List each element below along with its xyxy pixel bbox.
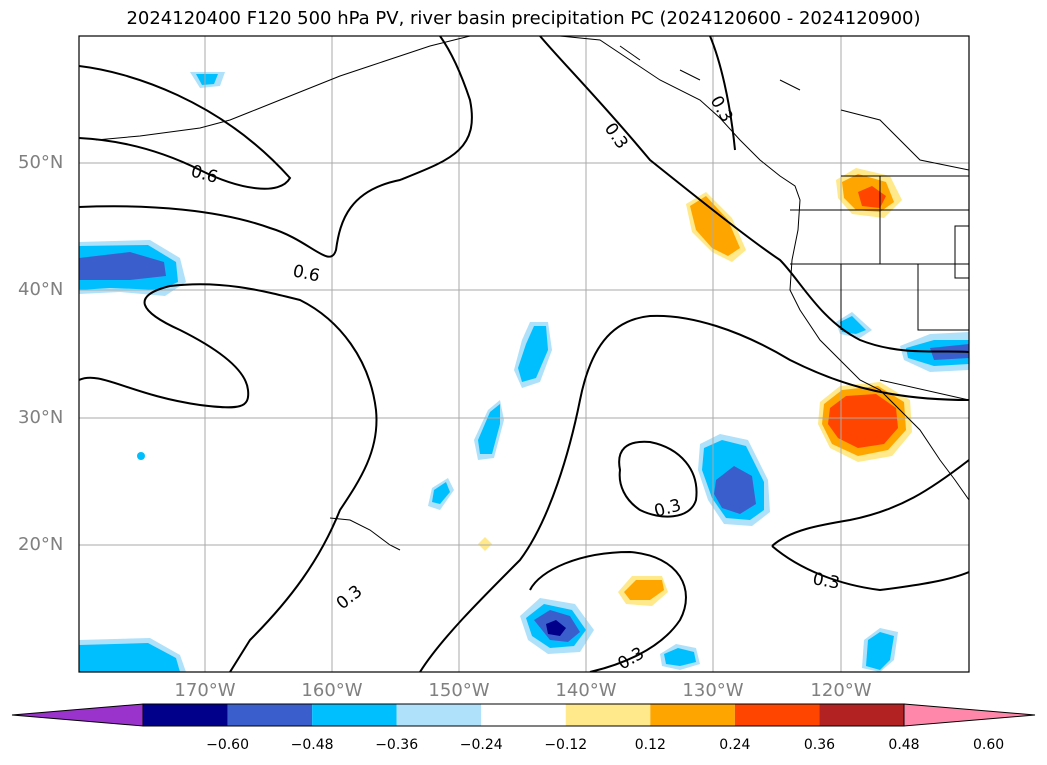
colorbar-cell: [734, 704, 820, 726]
pv-contours: [79, 36, 969, 672]
contour-label: 0.3: [333, 582, 367, 614]
colorbar-tick-label: 0.60: [972, 737, 1005, 753]
lon-label-140w: 140°W: [555, 680, 617, 701]
lat-label-40n: 40°N: [18, 279, 64, 300]
contour-label: 0.6: [189, 162, 220, 188]
colorbar-cell: [481, 704, 566, 726]
colorbar: [11, 703, 1036, 727]
colorbar-tick-label: −0.48: [290, 737, 334, 753]
colorbar-cell: [227, 704, 313, 726]
map-content: 0.6 0.6 0.3 0.3 0.3 0.3 0.3 0.3: [79, 36, 969, 674]
colorbar-cell: [819, 704, 904, 726]
coastlines: [95, 36, 969, 551]
contour-label: 0.6: [291, 261, 322, 286]
contour-label: 0.3: [811, 569, 841, 593]
contour-labels: 0.6 0.6 0.3 0.3 0.3 0.3 0.3 0.3: [189, 93, 842, 674]
colorbar-tick-label: 0.12: [634, 737, 666, 753]
precip-fields: [79, 72, 969, 672]
map-frame: [78, 35, 970, 673]
colorbar-tick-label: −0.24: [459, 737, 503, 753]
contour-label: 0.3: [615, 643, 648, 674]
colorbar-cells: [11, 703, 1036, 727]
colorbar-tick-label: 0.48: [888, 737, 920, 753]
colorbar-cell: [312, 704, 397, 726]
colorbar-frame: [142, 703, 905, 727]
colorbar-cell: [396, 704, 482, 726]
colorbar-extend-low: [11, 703, 144, 727]
lon-label-150w: 150°W: [428, 680, 490, 701]
lat-label-50n: 50°N: [18, 152, 64, 173]
colorbar-tick-label: −0.36: [375, 737, 419, 753]
colorbar-cell: [143, 704, 228, 726]
colorbar-tick-label: −0.12: [544, 737, 588, 753]
contour-label: 0.3: [600, 119, 632, 153]
lon-label-130w: 130°W: [682, 680, 744, 701]
colorbar-cell: [650, 704, 735, 726]
map-plot: 0.6 0.6 0.3 0.3 0.3 0.3 0.3 0.3: [78, 35, 970, 674]
lon-label-170w: 170°W: [174, 680, 236, 701]
colorbar-tick-label: 0.24: [719, 737, 751, 753]
colorbar-cell: [565, 704, 651, 726]
contour-label: 0.3: [652, 496, 683, 522]
graticule: [79, 36, 969, 672]
lon-label-120w: 120°W: [810, 680, 872, 701]
colorbar-tick-label: −0.60: [206, 737, 249, 753]
colorbar-extend-high: [903, 703, 1036, 727]
map-title: 2024120400 F120 500 hPa PV, river basin …: [126, 8, 921, 29]
lat-label-30n: 30°N: [18, 407, 64, 428]
colorbar-tick-label: 0.36: [803, 737, 836, 753]
lon-label-160w: 160°W: [301, 680, 363, 701]
lat-label-20n: 20°N: [18, 534, 64, 555]
